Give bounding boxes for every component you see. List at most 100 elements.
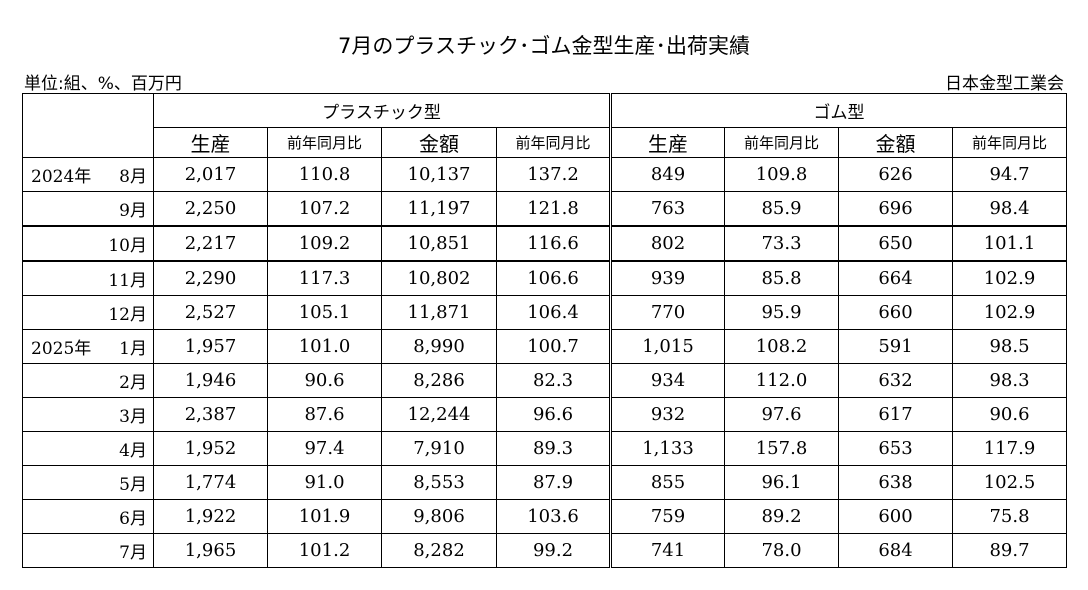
table-row: 2025年 1月 1,957 101.0 8,990 100.7 1,015 108.2 591…: [22, 329, 1067, 364]
row-label: 10月: [22, 225, 154, 262]
table-cell: 87.6: [267, 397, 382, 432]
column-header: 金額: [838, 127, 953, 158]
table-cell: 939: [610, 260, 725, 296]
table-cell: 97.4: [267, 431, 382, 466]
table-cell: 591: [838, 329, 953, 364]
table-cell: 2,017: [153, 157, 268, 192]
table-row: 3月 2,387 87.6 12,244 96.6 932 97.6 617 90.6: [22, 397, 1067, 432]
row-year: 2024年: [31, 167, 92, 187]
table-cell: 932: [610, 397, 725, 432]
table-cell: 1,133: [610, 431, 725, 466]
table-cell: 101.9: [267, 499, 382, 534]
table-cell: 650: [838, 225, 953, 262]
table-cell: 85.9: [724, 191, 839, 227]
table-cell: 8,286: [381, 363, 497, 398]
row-month: 9月: [119, 201, 147, 221]
row-month: 3月: [119, 407, 147, 427]
group-header-rubber: ゴム型: [610, 93, 1067, 128]
table-row: 2024年 8月 2,017 110.8 10,137 137.2 849 109.8 626 9…: [22, 157, 1067, 192]
table-cell: 98.3: [952, 363, 1067, 398]
table-cell: 73.3: [724, 225, 839, 262]
table-cell: 89.3: [496, 431, 612, 466]
table-cell: 770: [610, 295, 725, 330]
table-cell: 78.0: [724, 533, 839, 568]
row-month: 8月: [119, 167, 147, 187]
row-year: 2025年: [31, 339, 92, 359]
table-cell: 117.3: [267, 260, 382, 296]
row-label: 3月: [22, 397, 154, 432]
table-cell: 98.5: [952, 329, 1067, 364]
table-cell: 108.2: [724, 329, 839, 364]
table-cell: 91.0: [267, 465, 382, 500]
table-cell: 101.0: [267, 329, 382, 364]
table-cell: 101.1: [952, 225, 1067, 262]
group-header-row: プラスチック型 ゴム型: [22, 93, 1067, 158]
table-cell: 102.9: [952, 295, 1067, 330]
table-cell: 121.8: [496, 191, 612, 227]
organization-label: 日本金型工業会: [945, 74, 1064, 94]
table-row: 12月 2,527 105.1 11,871 106.4 770 95.9 660 102.9: [22, 295, 1067, 330]
row-label: 12月: [22, 295, 154, 330]
table-cell: 116.6: [496, 225, 612, 262]
row-label: 4月: [22, 431, 154, 466]
column-header: 生産: [610, 127, 725, 158]
table-cell: 696: [838, 191, 953, 227]
table-cell: 117.9: [952, 431, 1067, 466]
table-cell: 109.8: [724, 157, 839, 192]
table-cell: 75.8: [952, 499, 1067, 534]
row-month: 5月: [119, 475, 147, 495]
table-cell: 2,527: [153, 295, 268, 330]
row-month: 10月: [108, 236, 147, 256]
table-cell: 2,387: [153, 397, 268, 432]
table-cell: 112.0: [724, 363, 839, 398]
row-label: 2025年 1月: [22, 329, 154, 364]
unit-label: 単位:組、%、百万円: [24, 74, 182, 94]
table-cell: 157.8: [724, 431, 839, 466]
table-cell: 934: [610, 363, 725, 398]
corner-cell: [22, 93, 154, 158]
table-row: 11月 2,290 117.3 10,802 106.6 939 85.8 664 102.9: [22, 260, 1067, 296]
table-cell: 759: [610, 499, 725, 534]
table-row: 7月 1,965 101.2 8,282 99.2 741 78.0 684 89.7: [22, 533, 1067, 568]
table-row: 9月 2,250 107.2 11,197 121.8 763 85.9 696 98.4: [22, 191, 1067, 227]
row-month: 6月: [119, 509, 147, 529]
column-header: 前年同月比: [267, 127, 382, 158]
table-cell: 8,553: [381, 465, 497, 500]
table-cell: 10,851: [381, 225, 497, 262]
row-month: 1月: [119, 339, 147, 359]
table-cell: 664: [838, 260, 953, 296]
table-cell: 1,015: [610, 329, 725, 364]
table-cell: 11,871: [381, 295, 497, 330]
table-cell: 9,806: [381, 499, 497, 534]
row-label: 2024年 8月: [22, 157, 154, 192]
row-label: 6月: [22, 499, 154, 534]
table-cell: 97.6: [724, 397, 839, 432]
row-month: 7月: [119, 543, 147, 563]
row-label: 11月: [22, 260, 154, 296]
table-cell: 101.2: [267, 533, 382, 568]
table-cell: 638: [838, 465, 953, 500]
table-cell: 95.9: [724, 295, 839, 330]
table-cell: 1,952: [153, 431, 268, 466]
table-cell: 1,965: [153, 533, 268, 568]
table-cell: 1,774: [153, 465, 268, 500]
row-label: 7月: [22, 533, 154, 568]
row-month: 2月: [119, 373, 147, 393]
table-row: 4月 1,952 97.4 7,910 89.3 1,133 157.8 653 117.9: [22, 431, 1067, 466]
table-row: 10月 2,217 109.2 10,851 116.6 802 73.3 650 101.1: [22, 225, 1067, 262]
table-cell: 855: [610, 465, 725, 500]
table-cell: 660: [838, 295, 953, 330]
table-cell: 103.6: [496, 499, 612, 534]
table-cell: 87.9: [496, 465, 612, 500]
table-cell: 12,244: [381, 397, 497, 432]
table-row: 2月 1,946 90.6 8,286 82.3 934 112.0 632 98.3: [22, 363, 1067, 398]
table-cell: 2,250: [153, 191, 268, 227]
column-header: 生産: [153, 127, 268, 158]
table-cell: 741: [610, 533, 725, 568]
table-cell: 849: [610, 157, 725, 192]
table-cell: 684: [838, 533, 953, 568]
row-month: 11月: [108, 271, 147, 291]
page-title: 7月のプラスチック･ゴム金型生産･出荷実績: [338, 34, 750, 58]
table-cell: 89.7: [952, 533, 1067, 568]
table-cell: 90.6: [952, 397, 1067, 432]
